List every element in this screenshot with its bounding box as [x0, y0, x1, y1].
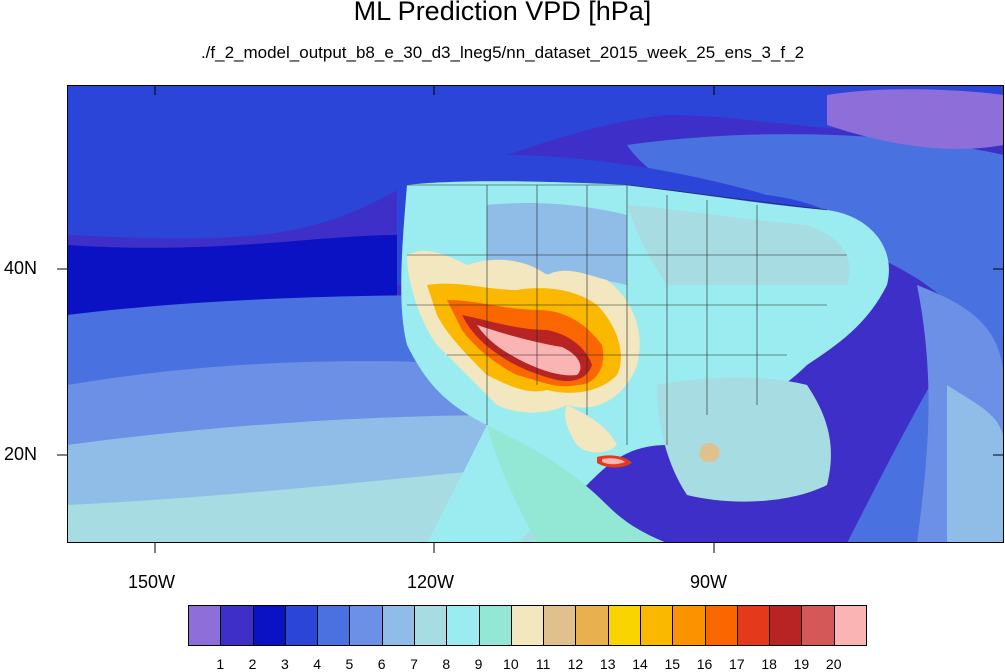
colorbar-label: 15: [664, 656, 681, 672]
map-title: ML Prediction VPD [hPa]: [353, 0, 652, 26]
colorbar-label: 14: [632, 656, 648, 672]
colorbar-label: 7: [410, 656, 418, 672]
colorbar-label: 5: [345, 656, 354, 672]
colorbar: [188, 605, 867, 647]
colorbar-label: 9: [474, 656, 483, 672]
colorbar-box: [833, 605, 867, 646]
colorbar-box: [381, 605, 415, 646]
colorbar-label: 17: [729, 656, 745, 672]
colorbar-box: [543, 605, 577, 646]
colorbar-box: [672, 605, 706, 646]
colorbar-label: 10: [503, 656, 519, 672]
colorbar-box: [769, 605, 803, 646]
colorbar-box: [414, 605, 448, 646]
colorbar-label: 20: [825, 656, 842, 672]
colorbar-box: [252, 605, 286, 646]
colorbar-label: 19: [793, 656, 810, 672]
colorbar-box: [478, 605, 512, 646]
colorbar-box: [607, 605, 641, 646]
colorbar-box: [704, 605, 738, 646]
colorbar-box: [349, 605, 383, 646]
colorbar-box: [640, 605, 674, 646]
colorbar-box: [575, 605, 609, 646]
lat-label-20n: 20N: [4, 444, 38, 464]
colorbar-box: [317, 605, 351, 646]
lon-label-150w: 150W: [128, 572, 176, 592]
colorbar-box: [801, 605, 835, 646]
colorbar-box: [220, 605, 254, 646]
colorbar-label: 16: [696, 656, 713, 672]
colorbar-box: [510, 605, 545, 646]
colorbar-label: 6: [377, 656, 386, 672]
map-subtitle: ./f_2_model_output_b8_e_30_d3_lneg5/nn_d…: [200, 43, 805, 62]
vpd-field: [67, 85, 1004, 543]
colorbar-label: 12: [567, 656, 584, 672]
colorbar-label: 18: [761, 656, 777, 672]
lon-label-90w: 90W: [690, 572, 728, 592]
colorbar-label: 1: [216, 656, 225, 672]
vpd-map: [67, 85, 1004, 543]
colorbar-box: [188, 605, 222, 646]
colorbar-label: 2: [248, 656, 257, 672]
colorbar-label: 4: [313, 656, 322, 672]
colorbar-box: [736, 605, 771, 646]
colorbar-label: 8: [442, 656, 451, 672]
colorbar-box: [446, 605, 480, 646]
colorbar-box: [284, 605, 319, 646]
colorbar-label: 3: [280, 656, 289, 672]
lon-label-120w: 120W: [407, 572, 455, 592]
colorbar-label: 13: [599, 656, 616, 672]
lat-label-40n: 40N: [4, 258, 38, 278]
colorbar-label: 11: [535, 656, 551, 672]
